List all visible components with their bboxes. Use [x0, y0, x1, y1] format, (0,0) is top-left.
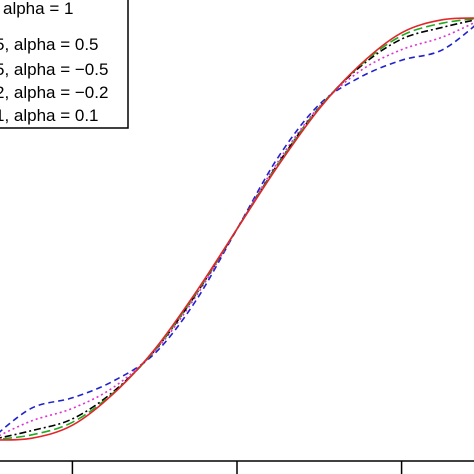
series-line-3: [0, 19, 474, 439]
series-line-5: [0, 25, 474, 433]
series-line-4: [0, 21, 474, 437]
legend: alpha = 1 5, alpha = 0.5 5, alpha = −0.5…: [0, 0, 129, 129]
series-line-1: [0, 17, 474, 441]
legend-box: [0, 0, 129, 129]
legend-entry-3: 5, alpha = −0.5: [0, 60, 108, 79]
legend-entry-1: alpha = 1: [3, 0, 73, 18]
legend-entry-5: 1, alpha = 0.1: [0, 106, 99, 125]
legend-entry-4: 2, alpha = −0.2: [0, 83, 108, 102]
legend-entry-2: 5, alpha = 0.5: [0, 35, 99, 54]
series-curves: [0, 17, 474, 441]
x-axis-ticks: [71, 461, 403, 474]
